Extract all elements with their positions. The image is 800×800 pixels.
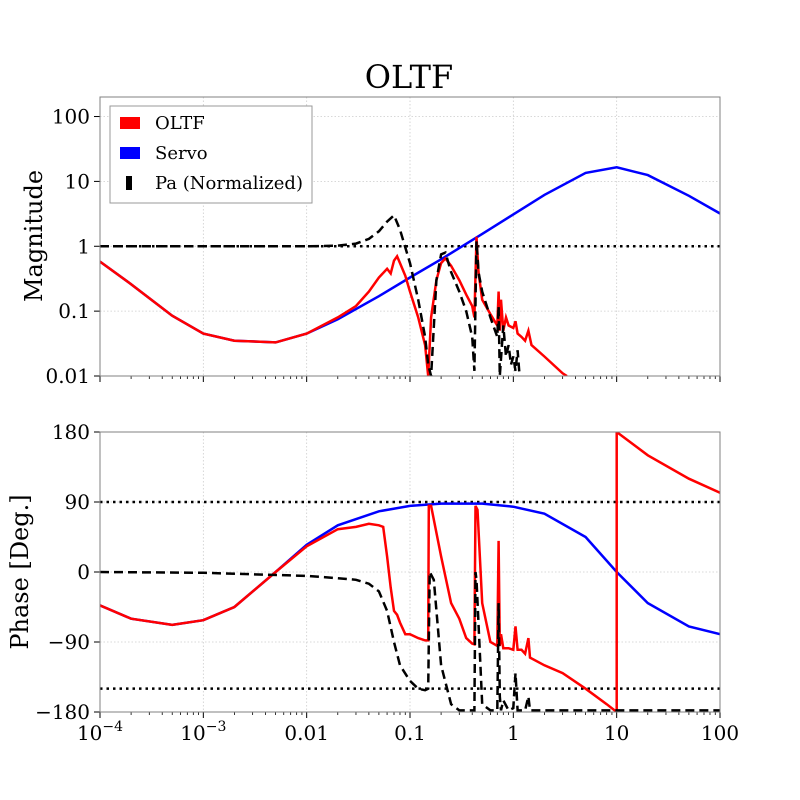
x-tick-label: 10−4 [77,719,123,745]
x-tick-label: 1 [507,721,520,745]
x-tick-label: 100 [701,721,739,745]
phase-series-oltf [100,432,720,712]
phase-frame [99,431,721,713]
x-tick-label: 10 [604,721,629,745]
legend-label: OLTF [155,113,205,134]
phase-y-tick-label: −90 [48,630,90,654]
legend-swatch [126,176,132,190]
magnitude-y-tick-label: 0.01 [45,364,90,388]
phase-axes: 10−4 10−3 0.01 0.1 1 10 100 −180 −90 0 90 180 [35,420,739,745]
x-tick-label: 0.1 [394,721,426,745]
legend: OLTF Servo Pa (Normalized) [109,105,313,204]
x-tick-label: 10−3 [180,719,226,745]
magnitude-y-tick-label: 10 [65,169,90,193]
magnitude-y-tick-label: 1 [77,234,90,258]
phase-y-label: Phase [Deg.] [6,494,34,649]
magnitude-y-tick-label: 100 [52,105,90,129]
phase-y-tick-label: −180 [35,700,90,724]
legend-label: Servo [155,143,208,164]
legend-label: Pa (Normalized) [155,173,303,194]
phase-y-tick-label: 90 [65,490,90,514]
chart-title: OLTF [365,58,453,96]
phase-y-tick-label: 0 [77,560,90,584]
magnitude-frame [99,96,721,377]
phase-series-pa-normalized- [100,570,720,712]
magnitude-series-pa-normalized- [100,213,521,376]
magnitude-y-label: Magnitude [20,170,48,302]
x-tick-label: 0.01 [284,721,329,745]
magnitude-y-tick-label: 0.1 [58,299,90,323]
legend-swatch [120,147,140,159]
legend-box [109,105,313,204]
legend-swatch [120,117,140,129]
phase-y-tick-label: 180 [52,420,90,444]
magnitude-series-oltf [100,236,568,376]
